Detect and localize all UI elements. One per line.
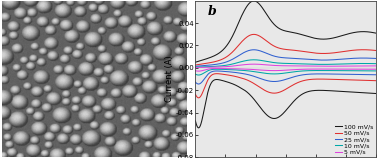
Legend: 100 mV/s, 50 mV/s, 25 mV/s, 10 mV/s, 5 mV/s: 100 mV/s, 50 mV/s, 25 mV/s, 10 mV/s, 5 m… [334,123,374,155]
100 mV/s [300,93,305,95]
25 mV/s [226,71,230,73]
Line: 50 mV/s: 50 mV/s [195,74,376,98]
100 mV/s [330,90,334,92]
Line: 25 mV/s: 25 mV/s [195,71,376,84]
100 mV/s [374,93,378,94]
10 mV/s [330,70,334,72]
50 mV/s [240,77,245,79]
50 mV/s [300,80,305,82]
50 mV/s [330,78,334,80]
50 mV/s [193,93,198,95]
100 mV/s [215,79,219,80]
10 mV/s [197,74,201,76]
5 mV/s [226,68,230,70]
5 mV/s [374,68,378,70]
100 mV/s [193,120,198,122]
10 mV/s [300,70,305,72]
5 mV/s [300,68,305,70]
25 mV/s [240,73,245,74]
100 mV/s [240,88,245,90]
100 mV/s [197,127,201,129]
Text: b: b [208,6,217,18]
100 mV/s [314,89,319,91]
25 mV/s [276,80,280,82]
50 mV/s [374,80,378,82]
5 mV/s [330,68,334,70]
50 mV/s [226,74,230,76]
Y-axis label: Current (A): Current (A) [165,56,174,102]
10 mV/s [193,73,198,75]
25 mV/s [330,73,334,75]
5 mV/s [215,67,219,69]
5 mV/s [276,70,280,72]
25 mV/s [300,74,305,76]
10 mV/s [226,69,230,70]
100 mV/s [276,117,280,118]
25 mV/s [314,73,319,75]
50 mV/s [314,78,319,80]
10 mV/s [314,70,319,71]
25 mV/s [215,70,219,72]
Line: 5 mV/s: 5 mV/s [195,68,376,71]
50 mV/s [197,97,201,99]
5 mV/s [193,70,198,72]
25 mV/s [374,74,378,76]
10 mV/s [374,70,378,72]
Line: 100 mV/s: 100 mV/s [195,79,376,128]
10 mV/s [240,69,245,71]
5 mV/s [240,68,245,70]
50 mV/s [276,92,280,94]
25 mV/s [193,81,198,83]
50 mV/s [215,73,219,75]
10 mV/s [215,68,219,70]
10 mV/s [276,73,280,75]
5 mV/s [197,70,201,72]
25 mV/s [197,83,201,85]
5 mV/s [314,68,319,70]
Line: 10 mV/s: 10 mV/s [195,69,376,75]
100 mV/s [226,81,230,83]
